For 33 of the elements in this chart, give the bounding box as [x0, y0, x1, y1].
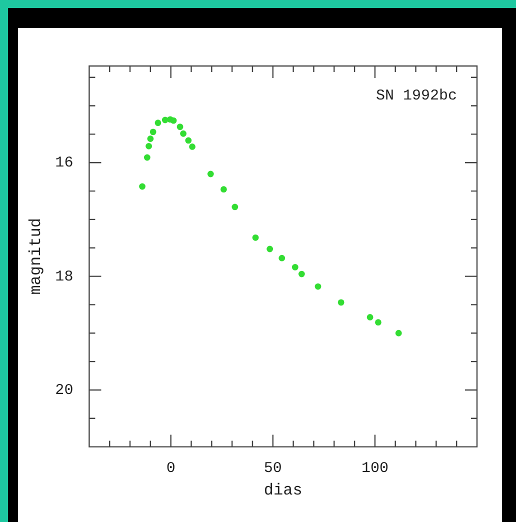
y-tick-label: 18: [55, 268, 74, 286]
point: [314, 283, 322, 290]
point: [292, 264, 298, 270]
point: [154, 120, 162, 126]
point: [176, 124, 184, 130]
annotation: SN 1992bc: [376, 87, 457, 104]
point: [150, 128, 156, 136]
point: [189, 144, 196, 150]
y-axis-title: magnitud: [26, 218, 45, 295]
point: [147, 136, 154, 142]
y-tick-label: 16: [55, 154, 74, 172]
point: [146, 142, 152, 150]
point: [232, 204, 238, 210]
point: [298, 270, 305, 278]
point: [170, 117, 177, 124]
x-tick-label: 50: [264, 460, 282, 477]
x-tick-label: 100: [361, 460, 388, 477]
y-tick-label: 20: [55, 382, 74, 399]
point: [366, 314, 374, 320]
point: [139, 183, 146, 190]
point: [220, 186, 227, 193]
point: [180, 130, 186, 137]
x-tick-label: 0: [166, 460, 176, 477]
point: [266, 246, 274, 252]
point: [252, 234, 259, 241]
point: [338, 299, 344, 306]
point: [395, 330, 402, 336]
point: [144, 154, 150, 161]
point: [375, 319, 382, 326]
point: [278, 254, 286, 262]
point: [185, 137, 192, 144]
point: [207, 170, 214, 178]
x-axis-title: dias: [264, 482, 302, 500]
